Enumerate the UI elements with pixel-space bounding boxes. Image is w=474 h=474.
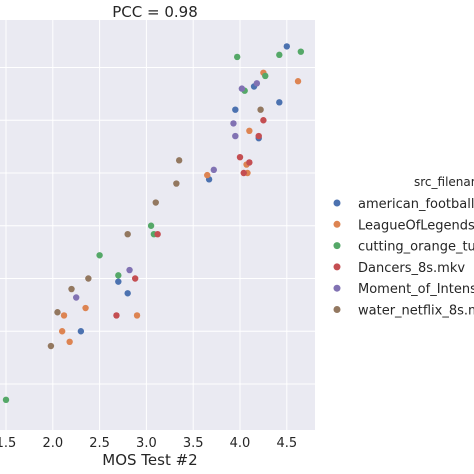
x-tick-label: 2.5 [89,436,110,451]
data-point [133,312,141,319]
data-point [82,304,89,312]
data-point [60,312,68,319]
x-tick-labels: 1.5 2.0 2.5 3.0 3.5 4.0 4.5 [0,436,297,451]
data-point [260,117,267,124]
data-point [113,312,120,319]
data-point [96,252,103,259]
data-point [246,127,253,134]
data-point [204,171,211,179]
data-point [238,85,246,92]
data-point [115,272,122,279]
data-point [54,309,61,316]
data-point [47,342,55,350]
data-point [152,199,159,206]
plot-background [0,20,315,430]
x-tick-label: 4.0 [230,436,251,451]
data-point [232,106,239,113]
data-point [124,230,131,238]
x-axis-label: MOS Test #2 [102,451,197,469]
legend-marker [333,242,341,250]
data-point [2,396,10,404]
data-point [230,120,237,127]
x-tick-label: 3.5 [183,436,204,451]
data-point [73,294,80,301]
legend: src_filenam american_football_ LeagueOfLe… [333,175,474,319]
legend-entry: Dancers_8s.mkv [358,261,465,276]
data-point [58,328,66,335]
legend-entry: american_football_ [358,197,474,212]
legend-marker [333,284,341,292]
data-point [253,80,261,87]
data-point [66,338,73,345]
legend-entry: cutting_orange_tui [358,240,474,255]
data-point [175,157,183,164]
legend-entry: water_netflix_8s.m [358,304,474,319]
legend-marker [333,220,341,228]
x-tick-label: 2.0 [42,436,63,451]
x-tick-label: 4.5 [276,436,297,451]
data-point [297,48,305,55]
data-point [124,290,131,297]
data-point [236,153,244,161]
data-point [210,166,217,174]
data-point [276,51,283,59]
data-point [154,230,161,238]
data-point [115,278,122,285]
data-point [255,132,262,140]
data-point [257,106,264,113]
data-point [77,328,85,335]
data-point [246,159,253,166]
data-point [232,132,239,140]
legend-marker [333,263,341,271]
data-points [2,43,305,404]
data-point [173,180,180,187]
legend-entry: LeagueOfLegends- [358,218,474,233]
data-point [262,72,269,80]
data-point [131,275,139,282]
data-point [233,53,241,61]
data-point [126,266,133,274]
legend-marker [333,306,341,313]
data-point [294,78,302,85]
data-point [283,43,290,50]
data-point [85,275,92,282]
data-point [276,99,283,106]
legend-title: src_filenam [414,175,474,189]
data-point [240,169,247,177]
x-tick-label: 1.5 [0,436,16,451]
legend-marker [333,199,341,207]
chart-title: PCC = 0.98 [112,3,198,21]
data-point [147,222,155,229]
legend-entry: Moment_of_Intens [358,282,474,297]
data-point [68,285,75,293]
x-tick-label: 3.0 [136,436,157,451]
